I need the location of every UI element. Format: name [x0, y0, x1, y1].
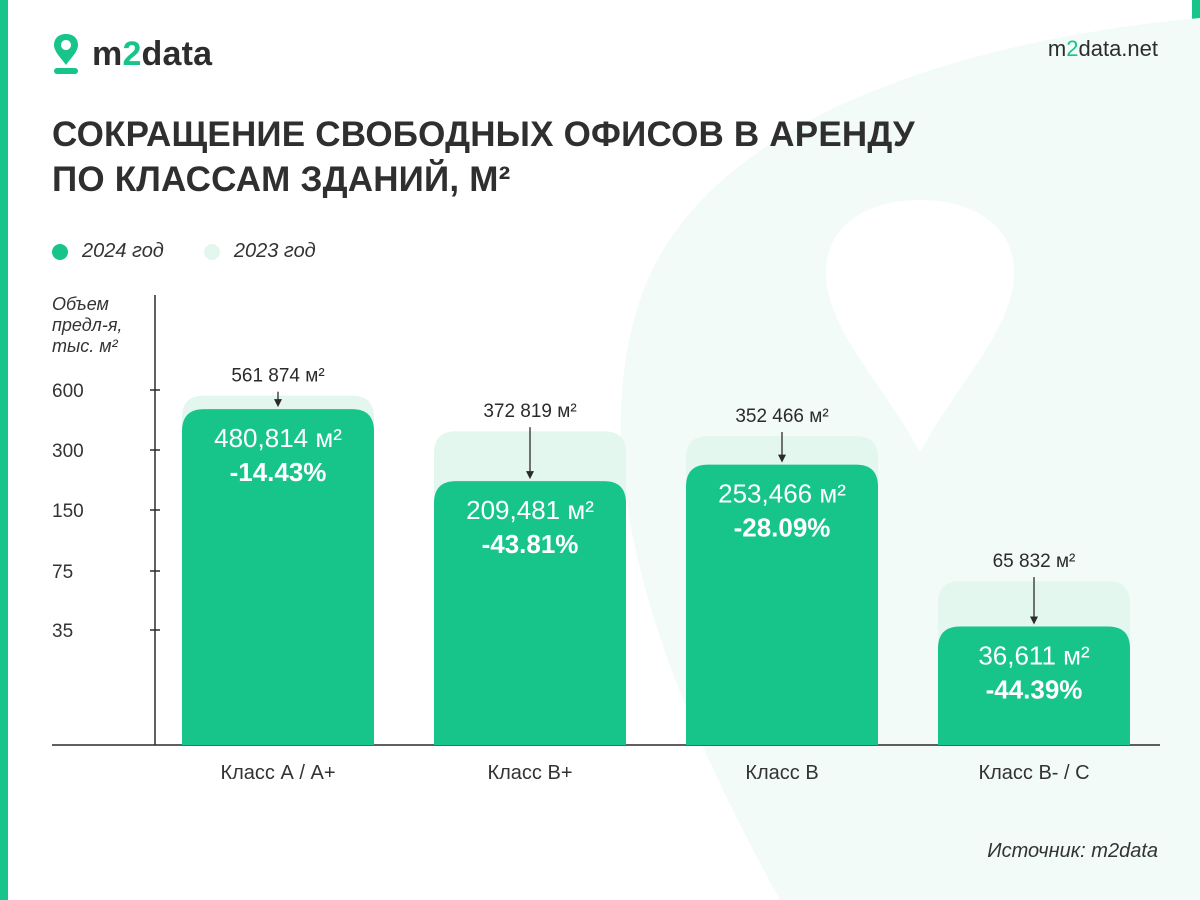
bar-2024 [434, 481, 626, 745]
y-tick-label: 35 [52, 621, 73, 642]
y-axis-label-line-3: тыс. м² [52, 336, 118, 356]
x-tick-label: Класс В+ [487, 762, 572, 784]
value-label-2023: 561 874 м² [231, 366, 324, 387]
chart-legend: 2024 год 2023 год [52, 240, 356, 263]
value-label-2024: 480,814 м² [214, 423, 342, 453]
x-tick-label: Класс В- / С [978, 762, 1089, 784]
change-arrow-head [526, 471, 534, 480]
brand-name: m2data [92, 34, 213, 73]
bar-2024 [686, 464, 878, 745]
page-title: Сокращение свободных офисов в аренду по … [52, 112, 952, 202]
y-axis-label: Объем предл-я, тыс. м² [52, 294, 162, 357]
legend-swatch-2023 [203, 243, 220, 260]
title-line-2: по классам зданий, м² [52, 160, 511, 199]
title-line-1: Сокращение свободных офисов в аренду [52, 115, 915, 154]
change-percent-label: -14.43% [230, 457, 327, 487]
x-tick-label: Класс В [745, 762, 818, 784]
change-percent-label: -28.09% [734, 513, 831, 543]
location-pin-logo-icon [54, 34, 78, 74]
site-url: m2data.net [1047, 36, 1158, 61]
brand-logo: m2data [52, 32, 212, 76]
value-label-2023: 65 832 м² [993, 551, 1076, 572]
legend-item-2024: 2024 год [52, 240, 164, 263]
y-tick-label: 75 [52, 562, 73, 583]
x-tick-label: Класс А / А+ [220, 762, 335, 784]
legend-label-2023: 2023 год [233, 240, 316, 262]
value-label-2024: 209,481 м² [466, 495, 594, 525]
left-accent-stripe [0, 0, 8, 900]
legend-item-2023: 2023 год [203, 240, 316, 263]
y-tick-label: 150 [52, 501, 84, 522]
change-arrow-head [1030, 616, 1038, 625]
y-axis-label-line-1: Объем [52, 294, 109, 314]
value-label-2024: 253,466 м² [718, 479, 846, 509]
y-tick-label: 300 [52, 441, 84, 462]
bar-2024 [182, 409, 374, 745]
change-percent-label: -44.39% [986, 675, 1083, 705]
value-label-2023: 352 466 м² [735, 406, 828, 427]
source-note: Источник: m2data [987, 840, 1158, 862]
change-arrow-head [274, 399, 282, 408]
legend-swatch-2024 [52, 243, 68, 260]
y-axis-label-line-2: предл-я, [52, 315, 123, 335]
y-tick-label: 600 [52, 381, 84, 402]
value-label-2024: 36,611 м² [978, 641, 1090, 671]
change-arrow-head [778, 454, 786, 463]
bar-2024 [938, 626, 1130, 745]
change-percent-label: -43.81% [482, 529, 579, 559]
value-label-2023: 372 819 м² [483, 401, 576, 422]
legend-label-2024: 2024 год [82, 240, 164, 262]
